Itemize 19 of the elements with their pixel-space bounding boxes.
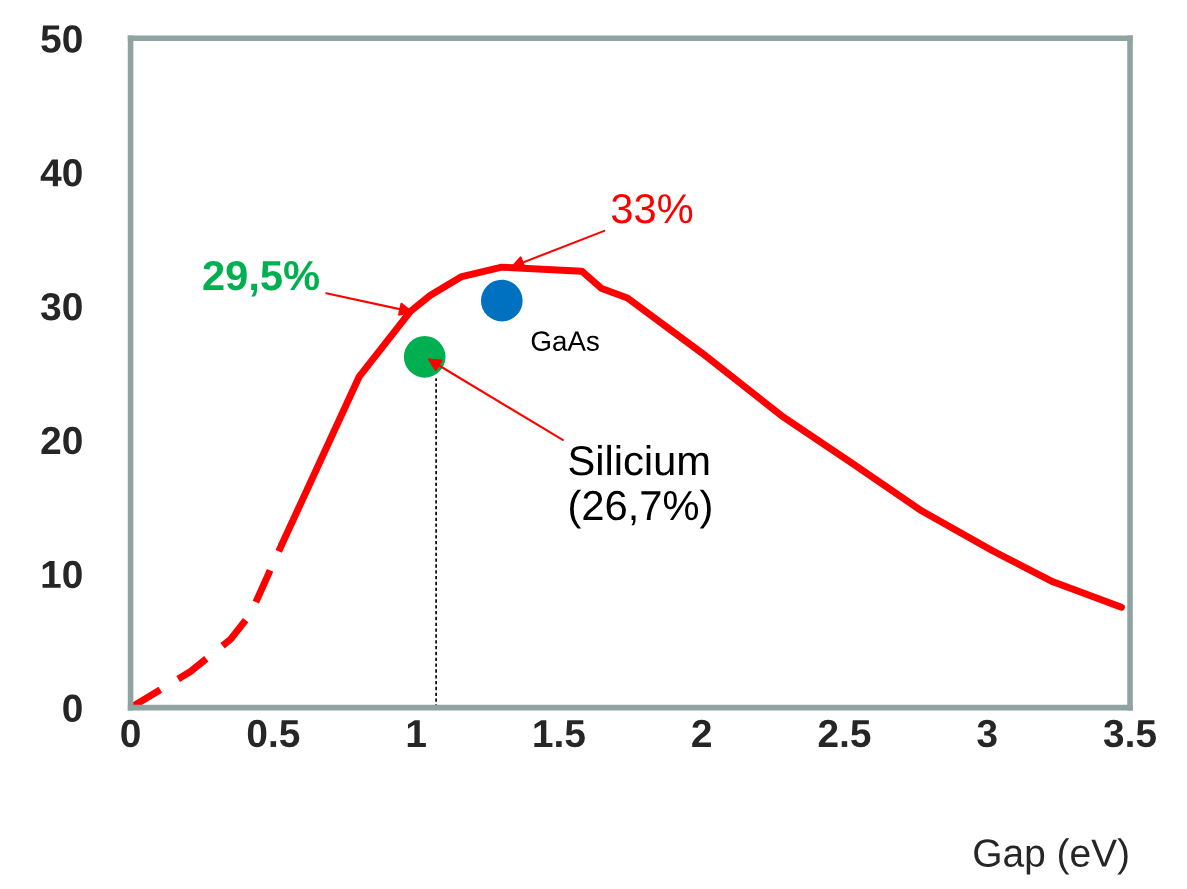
annotation: 29,5% xyxy=(203,260,320,297)
y-tick-label: 40 xyxy=(40,159,82,187)
y-tick-label: 20 xyxy=(41,426,82,455)
x-tick-label: 2 xyxy=(692,719,711,747)
x-tick-label: 0.5 xyxy=(247,719,300,748)
y-tick-label: 10 xyxy=(42,560,82,589)
y-tick-label: 30 xyxy=(40,292,82,321)
x-tick-label: 3 xyxy=(977,719,997,748)
x-tick-label: 3.5 xyxy=(1103,719,1156,748)
x-tick-label: 0 xyxy=(121,719,140,748)
annotation: 33% xyxy=(611,193,693,224)
x-tick-label: 1 xyxy=(407,720,426,747)
x-tick-label: 2.5 xyxy=(818,719,871,748)
y-tick-label: 0 xyxy=(63,694,82,723)
annotation: Silicium (26,7%) xyxy=(569,444,711,529)
y-tick-label: 50 xyxy=(41,25,82,53)
x-tick-label: 1.5 xyxy=(534,720,585,748)
x-axis-title: Gap (eV) xyxy=(974,838,1128,875)
annotation: GaAs xyxy=(531,331,599,351)
